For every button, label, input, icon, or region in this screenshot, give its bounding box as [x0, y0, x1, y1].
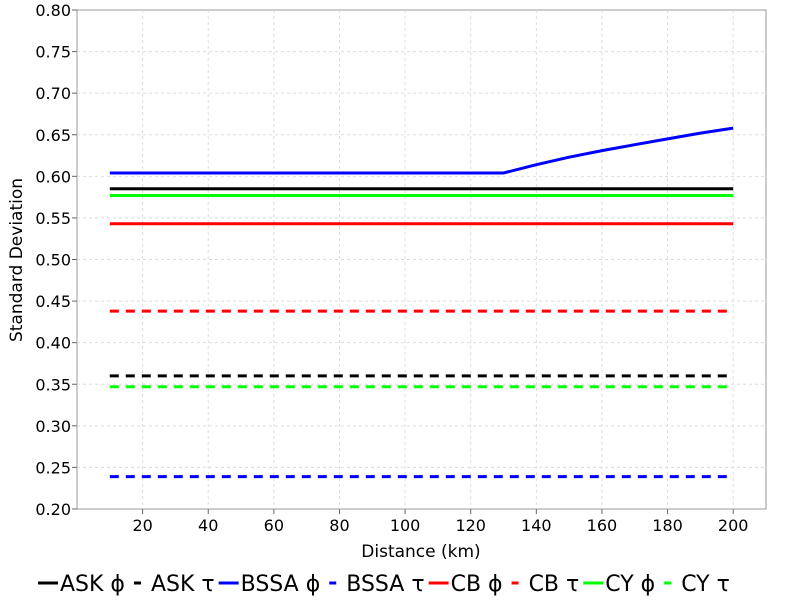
- legend-label: BSSA τ: [346, 572, 424, 597]
- x-tick-label: 120: [455, 516, 486, 535]
- y-tick-label: 0.65: [35, 126, 71, 145]
- legend-label: CB ϕ: [451, 572, 503, 597]
- x-tick-label: 40: [198, 516, 218, 535]
- legend-label: CY τ: [681, 572, 730, 597]
- legend-label: CB τ: [529, 572, 580, 597]
- x-tick-label: 80: [329, 516, 349, 535]
- legend: ASK ϕ ASK τ BSSA ϕ BSSA τ CB ϕ CB τ CY ϕ CY τ: [38, 572, 730, 597]
- series-layer: [109, 126, 734, 479]
- y-tick-label: 0.75: [35, 43, 71, 62]
- legend-label: ASK ϕ: [60, 572, 125, 597]
- x-tick-label: 60: [264, 516, 284, 535]
- x-tick-label: 200: [718, 516, 749, 535]
- y-tick-label: 0.60: [35, 167, 71, 186]
- x-tick-label: 180: [652, 516, 683, 535]
- y-tick-label: 0.20: [35, 500, 71, 519]
- legend-label: CY ϕ: [605, 572, 655, 597]
- y-axis-title: Standard Deviation: [7, 178, 27, 342]
- y-tick-label: 0.30: [35, 417, 71, 436]
- x-axis-title: Distance (km): [361, 542, 480, 562]
- x-tick-label: 160: [587, 516, 618, 535]
- x-tick-label: 140: [521, 516, 552, 535]
- y-tick-label: 0.40: [35, 334, 71, 353]
- y-tick-label: 0.35: [35, 375, 71, 394]
- y-tick-label: 0.55: [35, 209, 71, 228]
- y-tick-label: 0.70: [35, 84, 71, 103]
- y-tick-label: 0.80: [35, 1, 71, 20]
- legend-label: BSSA ϕ: [241, 572, 321, 597]
- y-tick-label: 0.50: [35, 251, 71, 270]
- ticks: 0.20 0.25 0.30 0.35 0.40 0.45 0.50 0.55 0.60 0.65…: [35, 1, 748, 535]
- series-line: [109, 126, 734, 175]
- y-tick-label: 0.25: [35, 458, 71, 477]
- y-tick-label: 0.45: [35, 292, 71, 311]
- legend-label: ASK τ: [151, 572, 215, 597]
- x-tick-label: 20: [132, 516, 152, 535]
- x-tick-label: 100: [390, 516, 421, 535]
- grid: [77, 10, 766, 509]
